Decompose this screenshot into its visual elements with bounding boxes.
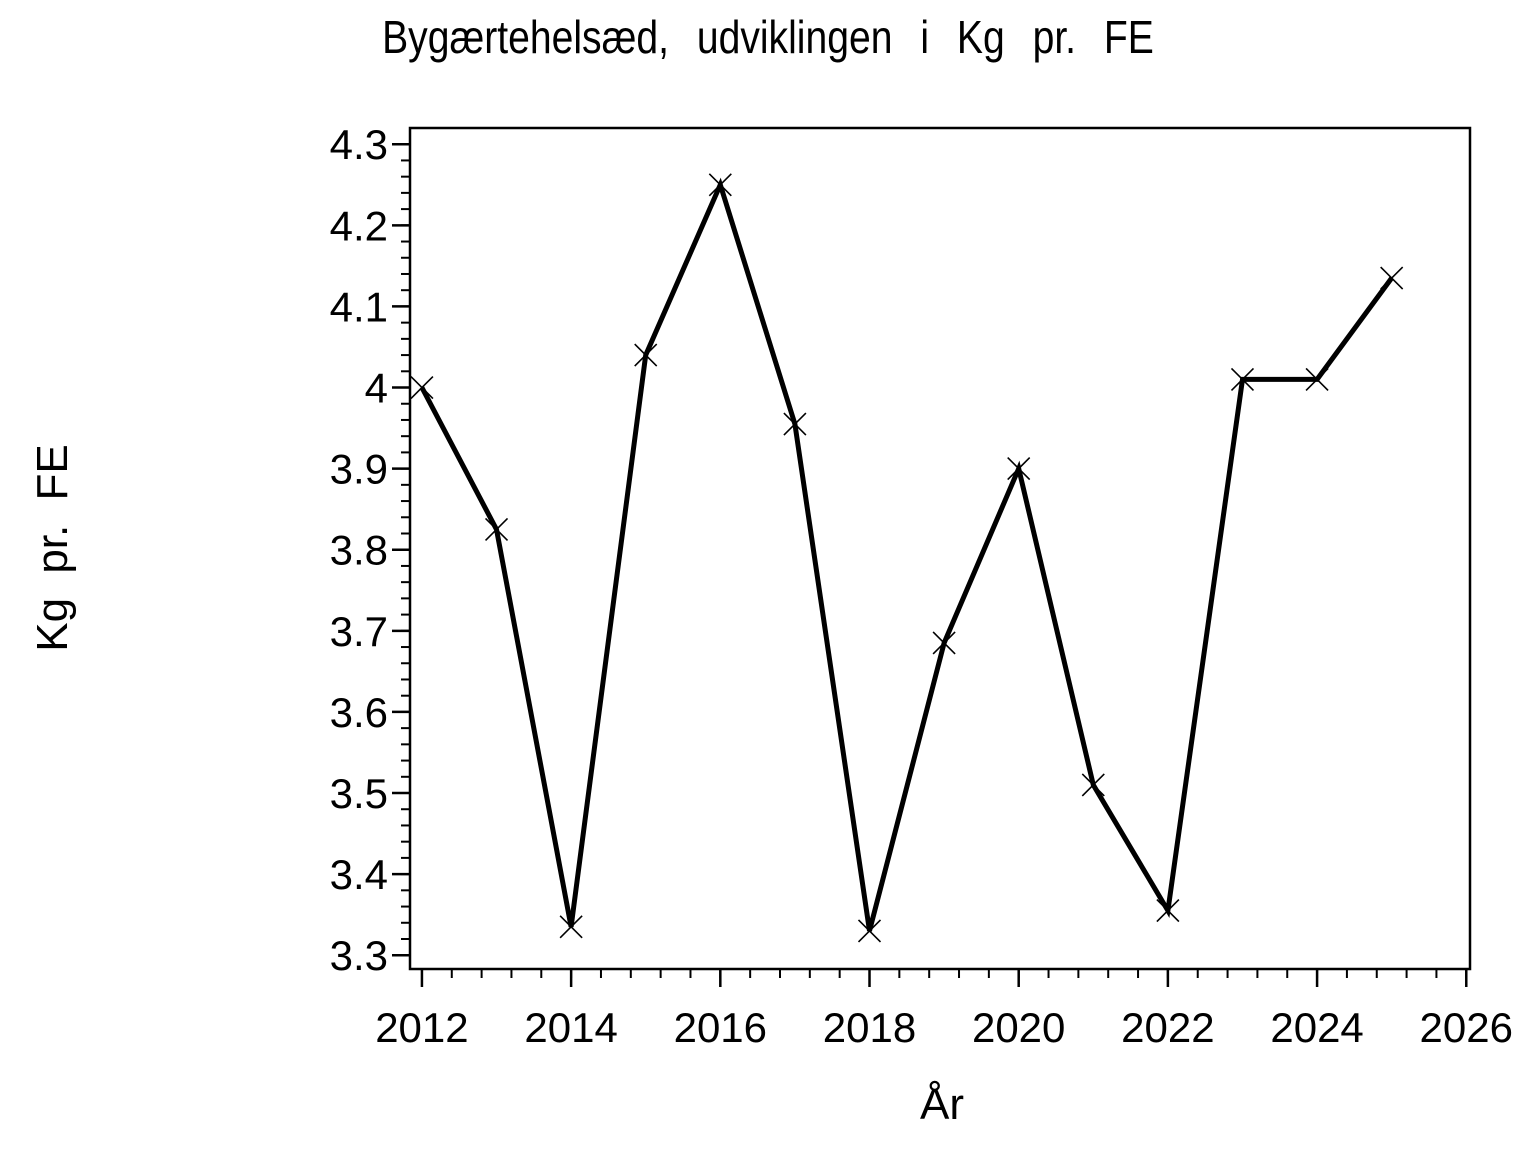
data-point-marker bbox=[1380, 266, 1404, 290]
y-tick-label: 4 bbox=[365, 365, 388, 412]
x-axis-label: År bbox=[920, 1080, 964, 1129]
y-tick-label: 4.3 bbox=[330, 121, 388, 168]
y-tick-label: 4.2 bbox=[330, 202, 388, 249]
data-point-marker bbox=[1007, 457, 1031, 481]
x-tick-label: 2016 bbox=[674, 1004, 767, 1051]
data-point-marker bbox=[634, 343, 658, 367]
data-point-marker bbox=[1305, 367, 1329, 391]
data-point-marker bbox=[1156, 899, 1180, 923]
data-point-marker bbox=[783, 412, 807, 436]
plot-frame bbox=[408, 126, 1472, 971]
data-point-marker bbox=[708, 173, 732, 197]
data-point-marker bbox=[410, 375, 434, 400]
x-tick-label: 2018 bbox=[823, 1004, 916, 1051]
y-tick-label: 3.4 bbox=[330, 851, 388, 898]
y-tick-label: 3.7 bbox=[330, 608, 388, 655]
y-tick-label: 4.1 bbox=[330, 283, 388, 330]
data-point-marker bbox=[857, 919, 882, 943]
y-tick-label: 3.6 bbox=[330, 689, 388, 736]
x-tick-label: 2022 bbox=[1121, 1004, 1214, 1051]
data-point-marker bbox=[1230, 367, 1255, 391]
data-point-marker bbox=[1081, 773, 1105, 797]
chart-title-row: Bygærtehelsæd, udviklingen i Kg pr. FE bbox=[0, 10, 1536, 64]
x-tick-label: 2020 bbox=[972, 1004, 1065, 1051]
x-tick-label: 2014 bbox=[524, 1004, 617, 1051]
data-line bbox=[419, 177, 1394, 932]
x-tick-label: 2012 bbox=[375, 1004, 468, 1051]
y-tick-label: 3.3 bbox=[330, 932, 388, 979]
x-tick-label: 2026 bbox=[1420, 1004, 1513, 1051]
y-tick-label: 3.8 bbox=[330, 527, 388, 574]
chart-title: Bygærtehelsæd, udviklingen i Kg pr. FE bbox=[382, 11, 1154, 63]
y-tick-label: 3.9 bbox=[330, 446, 388, 493]
x-tick-label: 2024 bbox=[1270, 1004, 1363, 1051]
data-point-marker bbox=[484, 517, 509, 542]
data-point-marker bbox=[559, 915, 583, 939]
y-tick-label: 3.5 bbox=[330, 770, 388, 817]
data-point-marker bbox=[932, 631, 956, 655]
